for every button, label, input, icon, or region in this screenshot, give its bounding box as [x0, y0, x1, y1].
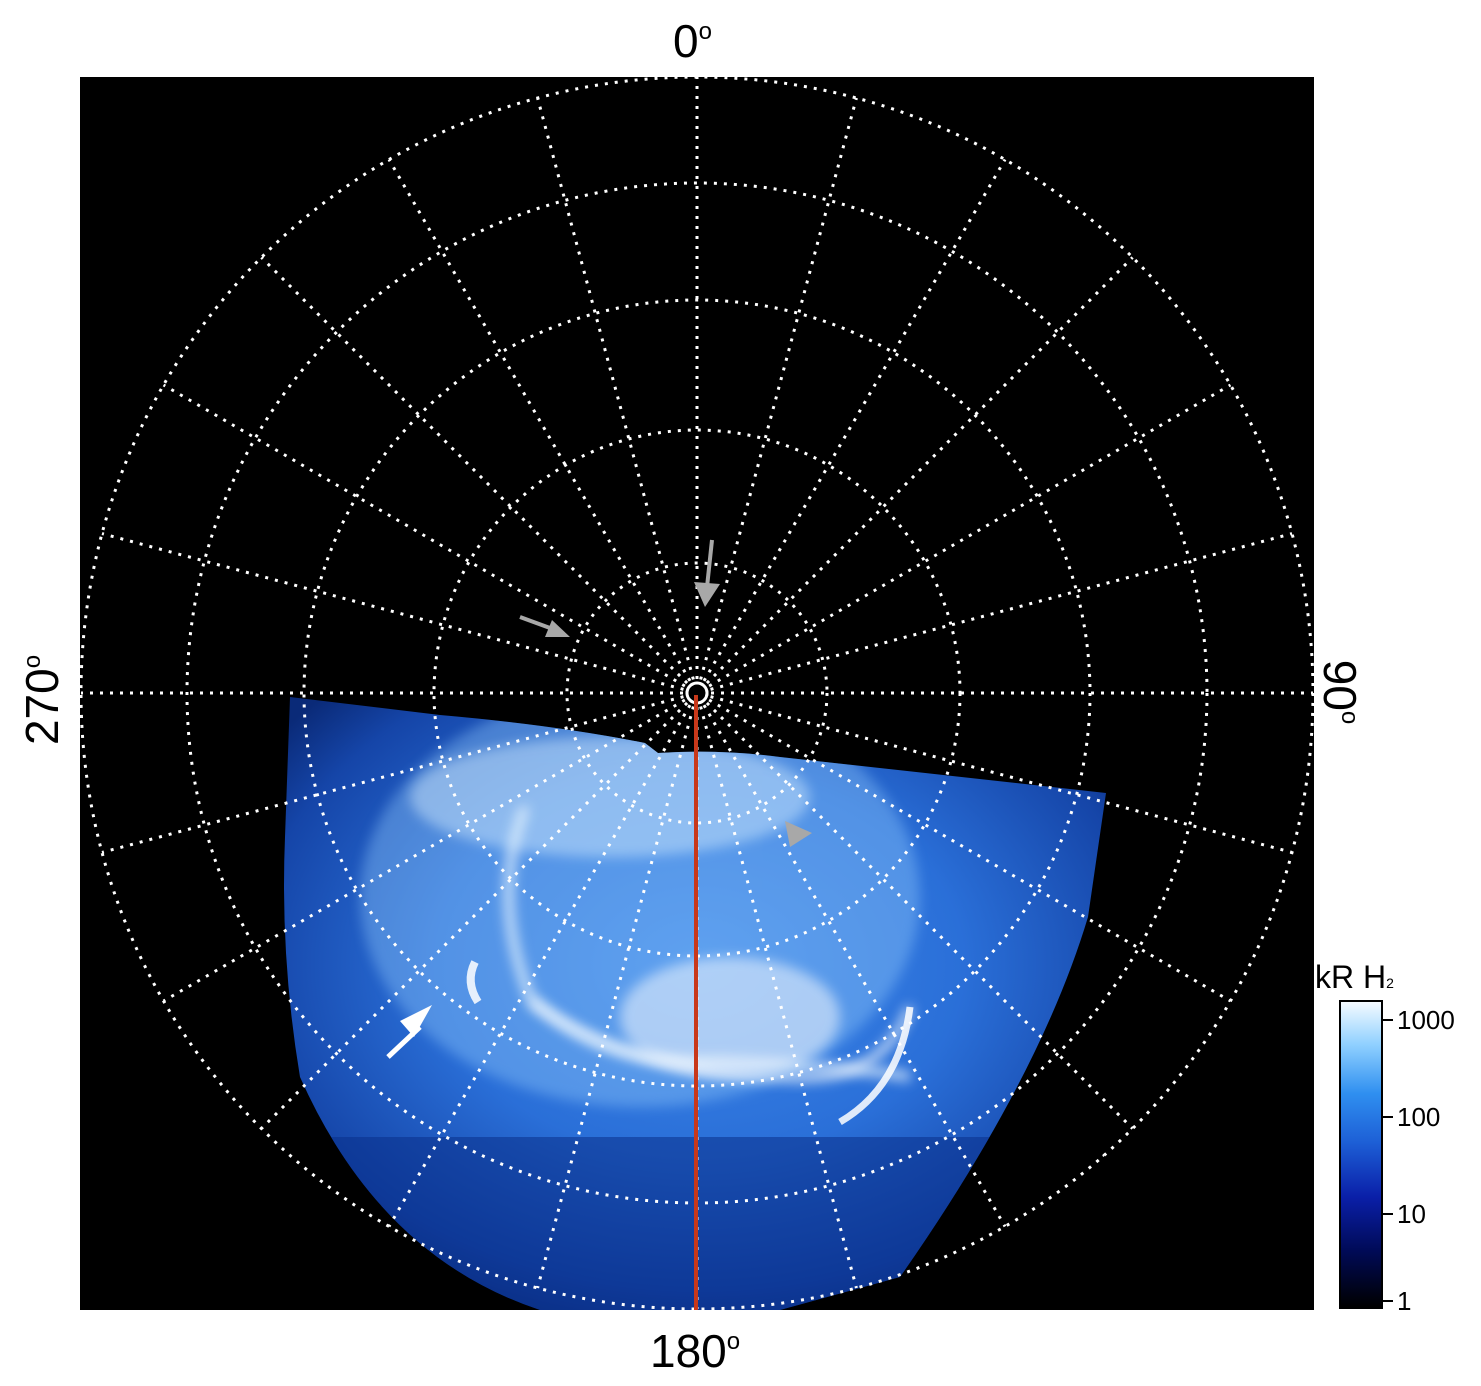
longitude-line — [699, 706, 858, 1289]
longitude-line — [101, 532, 684, 691]
colorbar — [1339, 1000, 1383, 1309]
aurora-emission — [284, 697, 1106, 1310]
longitude-line — [162, 383, 686, 688]
polar-aurora-image — [80, 77, 1314, 1310]
longitude-line — [536, 97, 695, 680]
colorbar-tick-mark — [1383, 1019, 1393, 1021]
longitude-line — [710, 532, 1293, 691]
longitude-lines — [81, 77, 1313, 1309]
longitude-line — [260, 701, 689, 1130]
longitude-line — [260, 256, 689, 685]
polar-projection-svg — [80, 77, 1314, 1310]
grey-arrow-left — [519, 615, 570, 637]
label-180-degrees: 180o — [650, 1325, 741, 1377]
longitude-line — [101, 695, 684, 854]
longitude-line — [710, 695, 1293, 854]
colorbar-tick-mark — [1383, 1213, 1393, 1215]
colorbar-tick-mark — [1383, 1300, 1393, 1302]
longitude-line — [708, 698, 1232, 1003]
colorbar-title: kR H2 — [1315, 959, 1394, 995]
longitude-line — [699, 97, 858, 680]
longitude-line — [705, 701, 1134, 1130]
longitude-line — [387, 158, 692, 682]
grey-arrow-right — [785, 821, 812, 847]
colorbar-tick-100: 100 — [1397, 1102, 1441, 1132]
label-270-degrees: 270o — [16, 654, 68, 746]
longitude-line — [708, 383, 1232, 688]
longitude-line — [536, 706, 695, 1289]
longitude-line — [702, 704, 1007, 1228]
colorbar-tick-1000: 1000 — [1397, 1005, 1455, 1035]
longitude-line — [387, 704, 692, 1228]
colorbar-tick-mark — [1383, 1116, 1393, 1118]
colorbar-tick-10: 10 — [1397, 1199, 1426, 1229]
grey-arrow-top — [694, 539, 720, 607]
longitude-line — [702, 158, 1007, 682]
colorbar-tick-1: 1 — [1397, 1286, 1412, 1316]
longitude-line — [162, 698, 686, 1003]
white-arrow — [386, 1005, 432, 1059]
longitude-line — [705, 256, 1134, 685]
label-90-degrees: 90o — [1314, 659, 1366, 725]
label-0-degrees: 0o — [673, 15, 712, 67]
